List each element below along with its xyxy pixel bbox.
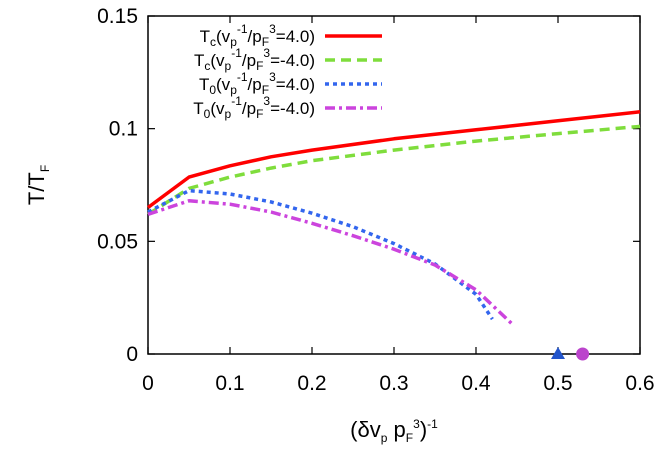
legend-part: -1 [231,46,242,60]
legend-part: /p [248,27,262,46]
legend-part: /p [242,99,256,118]
circle-marker [576,347,590,361]
x-tick-label: 0.5 [543,372,572,395]
legend-part: F [256,59,263,73]
legend-label-1: Tc(vp-1/pF3=-4.0) [194,46,315,73]
legend-part: /p [248,75,262,94]
legend-part: -1 [237,70,248,84]
legend-part: T [194,51,204,70]
legend-part: 3 [263,94,270,108]
legend-part: (v [210,51,225,70]
x-tick-label: 0.6 [625,372,654,395]
legend-part: =-4.0) [270,51,315,70]
legend-part: 0 [209,83,216,97]
x-tick-label: 0.2 [297,372,326,395]
legend-part: c [204,59,210,73]
y-tick-label: 0.05 [97,230,138,253]
series-line-3 [147,199,515,326]
legend-part: F [262,83,269,97]
legend-part: T [193,99,203,118]
legend-part: p [225,107,232,121]
legend-part: (v [210,99,225,118]
legend-part: (v [216,27,231,46]
legend-part: =4.0) [276,27,315,46]
legend-part: -1 [231,94,242,108]
x-tick-labels: 0 0.1 0.2 0.3 0.4 0.5 0.6 [142,372,654,395]
legend-part: -1 [237,22,248,36]
legend-part: 0 [204,107,211,121]
tick-marks [147,15,641,355]
x-tick-label: 0.3 [379,372,408,395]
series-line-2 [147,188,494,321]
triangle-marker [551,347,565,359]
x-tick-label: 0.1 [215,372,244,395]
point-markers [551,347,590,361]
legend-part: =4.0) [276,75,315,94]
legend-part: F [262,35,269,49]
legend-part: F [256,107,263,121]
legend-part: c [210,35,216,49]
legend-part: p [230,35,237,49]
legend-label-3: T0(vp-1/pF3=-4.0) [193,94,315,121]
y-tick-labels: 0 0.05 0.1 0.15 [97,5,138,366]
legend: Tc(vp-1/pF3=4.0)Tc(vp-1/pF3=-4.0)T0(vp-1… [193,22,382,121]
legend-part: T [200,27,210,46]
legend-label-0: Tc(vp-1/pF3=4.0) [200,22,315,49]
y-tick-label: 0 [126,343,138,366]
y-tick-label: 0.1 [109,118,138,141]
legend-label-2: T0(vp-1/pF3=4.0) [199,70,315,97]
legend-part: 3 [269,22,276,36]
legend-part: (v [216,75,231,94]
x-tick-label: 0 [142,372,154,395]
legend-part: =-4.0) [270,99,315,118]
legend-part: 3 [263,46,270,60]
y-tick-label: 0.15 [97,5,138,28]
series-line-0 [146,110,641,209]
x-axis-label: (δvp pF3)-1 [350,417,438,445]
series-lines [146,110,641,326]
legend-part: p [225,59,232,73]
y-axis-label: T/TF [24,165,52,205]
legend-part: /p [242,51,256,70]
legend-part: p [230,83,237,97]
legend-part: 3 [269,70,276,84]
legend-part: T [199,75,209,94]
x-tick-label: 0.4 [461,372,491,395]
